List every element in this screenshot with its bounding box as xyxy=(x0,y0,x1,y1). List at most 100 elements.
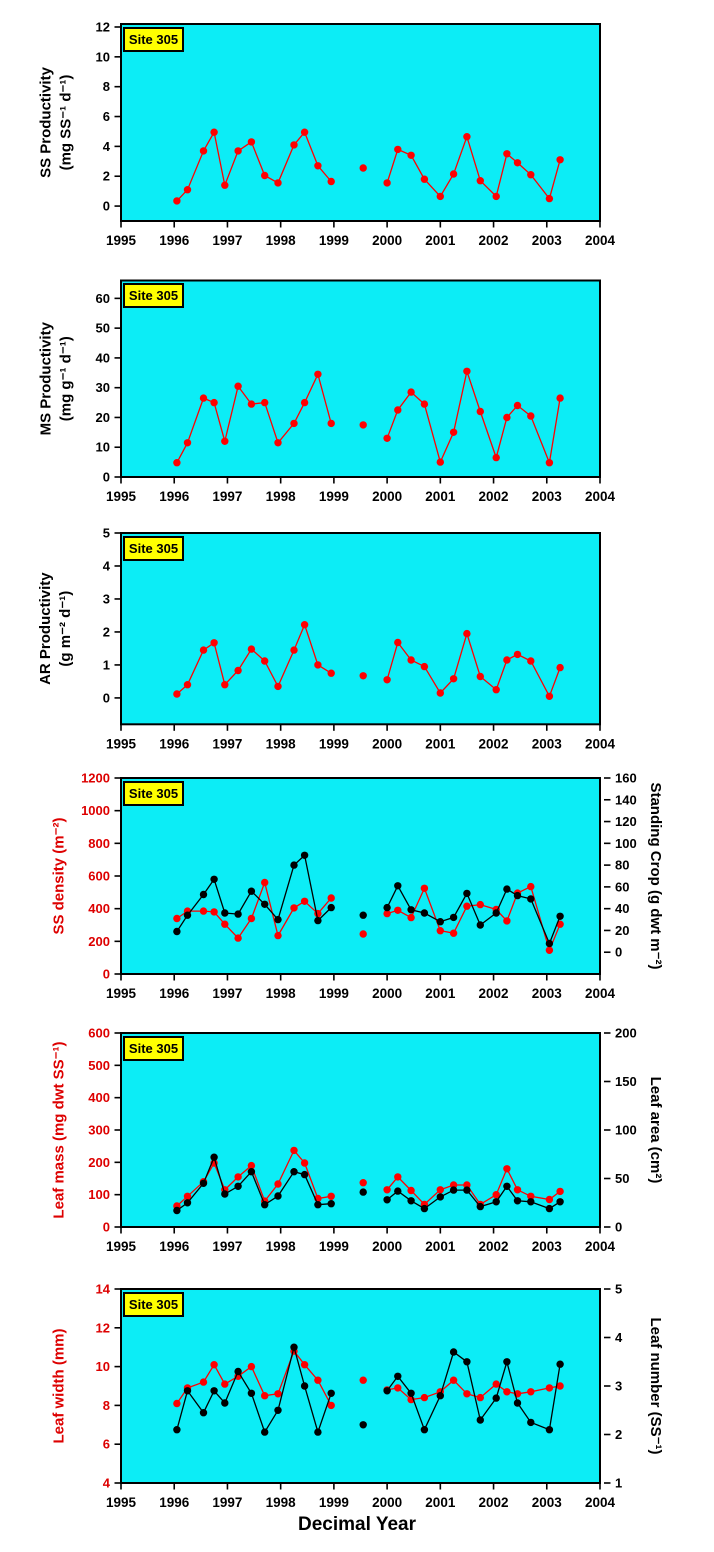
data-point xyxy=(221,920,229,928)
data-point xyxy=(407,1197,415,1205)
y-tick-label-right: 2 xyxy=(615,1427,622,1442)
data-point xyxy=(261,657,269,665)
data-point xyxy=(199,1409,208,1417)
data-point xyxy=(290,1168,298,1176)
data-point xyxy=(463,1358,471,1366)
data-point xyxy=(476,407,484,416)
y-tick-label-left: 12 xyxy=(96,19,110,34)
y-tick-label-left: 4 xyxy=(103,558,111,573)
data-point xyxy=(463,889,471,898)
y-tick-label-right: 1 xyxy=(615,1476,622,1491)
data-point xyxy=(221,1380,229,1388)
data-point xyxy=(274,915,282,924)
data-point xyxy=(407,1186,415,1195)
x-tick-label: 2001 xyxy=(425,489,456,504)
x-tick-label: 2000 xyxy=(372,233,402,248)
data-point xyxy=(173,927,181,936)
data-point xyxy=(327,1389,335,1398)
data-point xyxy=(300,398,309,407)
x-tick-label: 2000 xyxy=(372,736,402,751)
x-tick-label: 2004 xyxy=(585,736,616,751)
data-point xyxy=(449,1348,458,1356)
data-point xyxy=(463,367,471,375)
x-tick-label: 1999 xyxy=(319,1495,349,1510)
x-tick-label: 2001 xyxy=(425,1495,456,1510)
data-point xyxy=(503,413,511,422)
x-tick-label: 2002 xyxy=(479,1495,509,1510)
data-point xyxy=(407,151,415,159)
plot-area xyxy=(120,777,601,975)
data-point xyxy=(503,1165,511,1173)
data-point xyxy=(300,128,309,136)
x-tick-label: 1997 xyxy=(212,1239,242,1254)
left-axis-title: (mg g⁻¹ d⁻¹) xyxy=(57,336,74,421)
x-tick-label: 2004 xyxy=(585,233,616,248)
x-tick-label: 2002 xyxy=(479,233,509,248)
x-tick-label: 2004 xyxy=(585,1239,616,1254)
y-tick-label-left: 200 xyxy=(88,934,110,949)
x-tick-label: 1995 xyxy=(106,489,137,504)
panel-ss-density-standing-crop: 1995 1996 1997 1998 1999 2000 2001 2002 2003 2004… xyxy=(50,771,664,1002)
data-point xyxy=(383,179,391,187)
data-point xyxy=(449,675,458,683)
data-point xyxy=(173,1206,181,1215)
data-point xyxy=(221,1399,229,1407)
data-point xyxy=(359,930,367,938)
x-tick-label: 1998 xyxy=(266,489,297,504)
right-axis-title: Leaf number (SS⁻¹) xyxy=(647,1317,664,1454)
data-point xyxy=(394,1173,402,1181)
data-point xyxy=(327,1192,335,1201)
y-tick-label-left: 800 xyxy=(88,836,110,851)
y-tick-label-right: 100 xyxy=(615,836,637,851)
y-tick-label-left: 4 xyxy=(103,1476,111,1491)
y-tick-label-left: 14 xyxy=(96,1282,111,1297)
data-point xyxy=(394,406,402,414)
y-tick-label-left: 0 xyxy=(103,199,110,214)
y-tick-label-left: 100 xyxy=(88,1187,110,1202)
x-tick-label: 2001 xyxy=(425,233,456,248)
x-tick-label: 1996 xyxy=(159,736,190,751)
data-point xyxy=(449,1181,458,1189)
data-point xyxy=(420,909,429,917)
data-point xyxy=(261,1201,269,1209)
y-tick-label-right: 120 xyxy=(615,814,637,829)
y-tick-label-left: 1200 xyxy=(81,771,110,786)
y-tick-label-left: 1000 xyxy=(81,803,110,818)
data-point xyxy=(221,181,229,189)
series-line xyxy=(386,1350,561,1432)
data-point xyxy=(327,419,335,428)
data-point xyxy=(274,931,282,940)
data-point xyxy=(556,1198,564,1206)
data-point xyxy=(476,900,484,909)
data-point xyxy=(234,666,242,675)
data-point xyxy=(545,939,554,948)
data-point xyxy=(327,1200,335,1208)
data-point xyxy=(221,681,229,689)
right-axis-title: Standing Crop (g dwt m⁻²) xyxy=(647,782,664,969)
y-tick-label-left: 60 xyxy=(96,291,110,306)
data-point xyxy=(407,656,415,664)
data-point xyxy=(513,1399,522,1407)
left-axis-title: AR Productivity xyxy=(37,572,54,685)
x-tick-label: 2000 xyxy=(372,986,402,1001)
x-axis-title: Decimal Year xyxy=(298,1514,416,1535)
left-axis-title: SS Productivity xyxy=(37,66,54,178)
x-tick-label: 1995 xyxy=(106,233,137,248)
x-tick-label: 2004 xyxy=(585,1495,616,1510)
data-point xyxy=(173,459,181,467)
data-point xyxy=(449,1186,458,1194)
data-point xyxy=(300,1361,309,1369)
data-point xyxy=(527,412,535,420)
data-point xyxy=(210,875,218,883)
data-point xyxy=(290,904,298,912)
x-tick-label: 1999 xyxy=(319,1239,349,1254)
data-point xyxy=(290,419,298,428)
data-point xyxy=(210,908,218,916)
data-point xyxy=(407,906,415,914)
y-tick-label-right: 5 xyxy=(615,1282,622,1297)
x-tick-label: 1998 xyxy=(266,736,297,751)
data-point xyxy=(476,177,484,185)
x-tick-label: 2002 xyxy=(479,1239,509,1254)
x-tick-label: 2000 xyxy=(372,1495,402,1510)
plot-area xyxy=(120,1032,601,1228)
